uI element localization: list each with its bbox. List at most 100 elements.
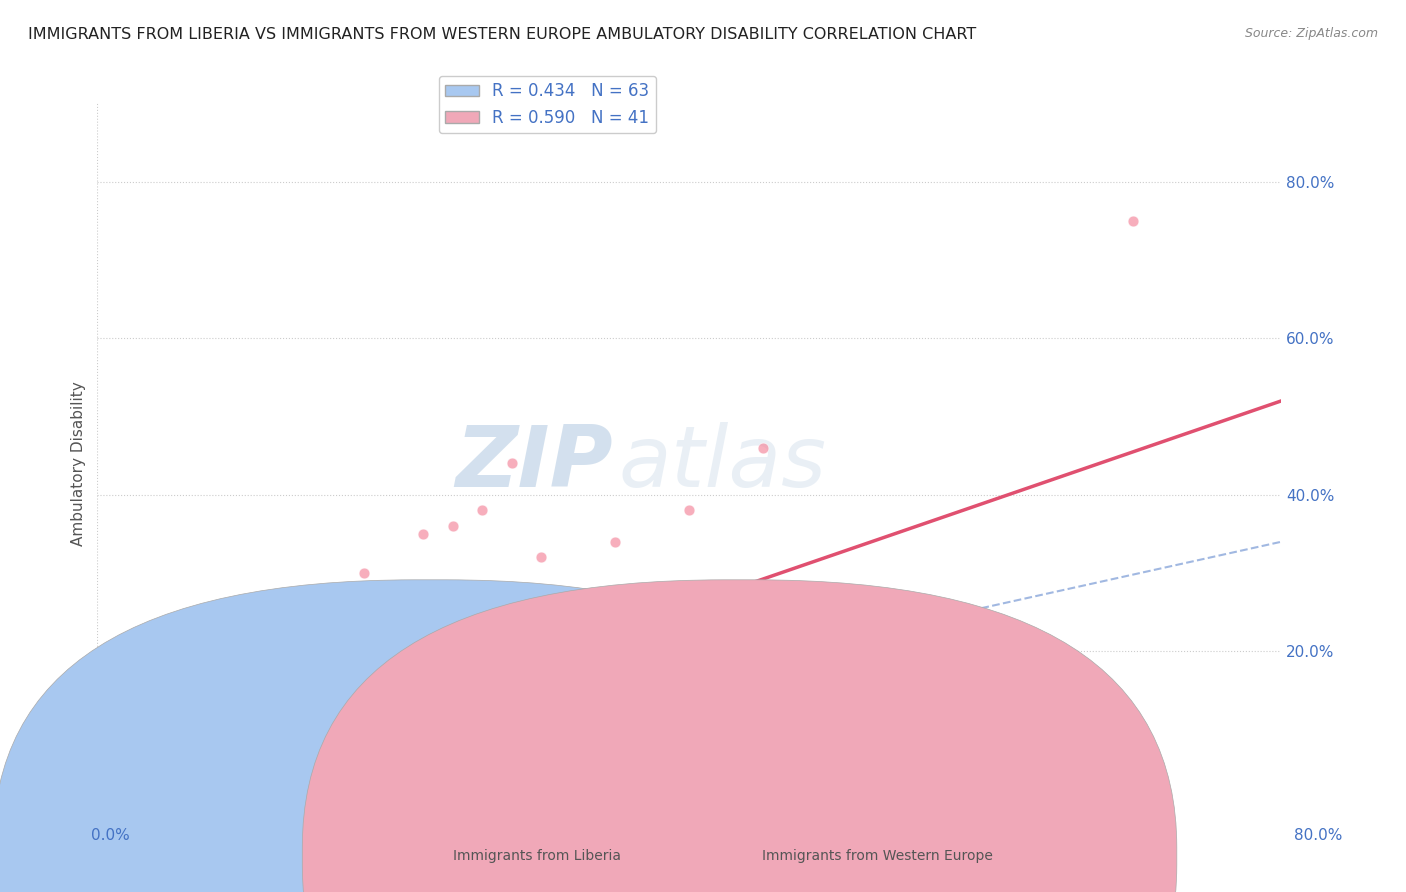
Point	[124, 770, 146, 784]
Point	[172, 754, 194, 768]
Point	[249, 675, 271, 690]
Point	[104, 793, 127, 807]
Point	[115, 773, 138, 788]
Point	[125, 640, 148, 655]
Point	[148, 765, 170, 780]
Text: atlas: atlas	[619, 422, 827, 505]
Point	[160, 754, 183, 768]
Point	[117, 780, 139, 795]
Point	[101, 781, 124, 796]
Text: 80.0%: 80.0%	[1295, 828, 1343, 843]
Point	[152, 758, 174, 772]
Point	[108, 787, 131, 801]
Point	[91, 797, 114, 812]
Point	[134, 773, 156, 788]
Point	[138, 771, 160, 785]
Point	[143, 772, 166, 787]
Point	[101, 798, 124, 813]
Point	[1122, 214, 1144, 228]
Point	[127, 774, 149, 789]
Point	[170, 746, 193, 760]
Text: ZIP: ZIP	[454, 422, 613, 505]
Point	[157, 762, 180, 776]
Point	[98, 795, 121, 809]
Point	[122, 777, 145, 791]
Point	[138, 762, 160, 776]
Point	[142, 644, 165, 658]
Point	[181, 739, 204, 754]
Point	[264, 660, 287, 674]
Point	[560, 746, 582, 760]
Point	[111, 783, 134, 797]
Point	[235, 683, 257, 698]
Point	[89, 800, 111, 814]
Point	[120, 781, 142, 796]
Point	[108, 777, 131, 791]
Point	[107, 787, 129, 801]
Point	[124, 777, 146, 791]
Point	[308, 613, 330, 627]
Text: 0.0%: 0.0%	[91, 828, 131, 843]
Point	[105, 795, 128, 809]
Point	[179, 750, 201, 764]
Point	[100, 793, 122, 807]
Point	[94, 797, 117, 811]
Y-axis label: Ambulatory Disability: Ambulatory Disability	[72, 381, 86, 546]
Point	[135, 777, 157, 791]
Point	[131, 776, 153, 790]
Point	[146, 762, 169, 776]
Text: IMMIGRANTS FROM LIBERIA VS IMMIGRANTS FROM WESTERN EUROPE AMBULATORY DISABILITY : IMMIGRANTS FROM LIBERIA VS IMMIGRANTS FR…	[28, 27, 976, 42]
Point	[112, 785, 135, 799]
Point	[166, 749, 188, 764]
Legend: R = 0.434   N = 63, R = 0.590   N = 41: R = 0.434 N = 63, R = 0.590 N = 41	[439, 76, 655, 134]
Point	[353, 566, 375, 580]
Point	[96, 797, 118, 811]
Point	[150, 766, 173, 780]
Point	[190, 723, 212, 737]
Point	[136, 768, 159, 782]
Point	[219, 706, 242, 721]
Point	[103, 789, 125, 804]
Point	[278, 644, 301, 658]
Point	[162, 752, 184, 766]
Point	[145, 757, 167, 772]
Point	[128, 779, 150, 793]
Point	[131, 765, 153, 780]
Point	[337, 582, 360, 596]
Point	[183, 747, 205, 762]
Point	[294, 629, 316, 643]
Point	[172, 754, 194, 768]
Text: Immigrants from Liberia: Immigrants from Liberia	[453, 849, 620, 863]
Point	[167, 756, 190, 770]
Point	[153, 764, 176, 778]
Point	[101, 789, 124, 803]
Point	[98, 795, 121, 809]
Point	[323, 598, 346, 612]
Point	[105, 683, 128, 698]
Point	[112, 789, 135, 803]
Point	[501, 457, 523, 471]
Point	[115, 781, 138, 796]
Point	[174, 752, 197, 766]
Point	[159, 760, 181, 774]
Point	[112, 675, 135, 690]
Point	[132, 771, 155, 785]
Point	[110, 790, 132, 805]
Point	[94, 785, 117, 799]
Point	[678, 503, 700, 517]
Point	[157, 762, 180, 776]
Point	[105, 791, 128, 805]
Point	[97, 791, 120, 805]
Point	[412, 527, 434, 541]
Point	[145, 768, 167, 782]
Point	[118, 785, 141, 799]
Text: Immigrants from Western Europe: Immigrants from Western Europe	[762, 849, 993, 863]
Point	[118, 783, 141, 797]
Point	[141, 764, 163, 779]
Point	[165, 754, 187, 768]
Point	[156, 756, 179, 770]
Point	[142, 770, 165, 784]
Point	[176, 743, 198, 757]
Point	[128, 660, 150, 674]
Point	[120, 667, 142, 681]
